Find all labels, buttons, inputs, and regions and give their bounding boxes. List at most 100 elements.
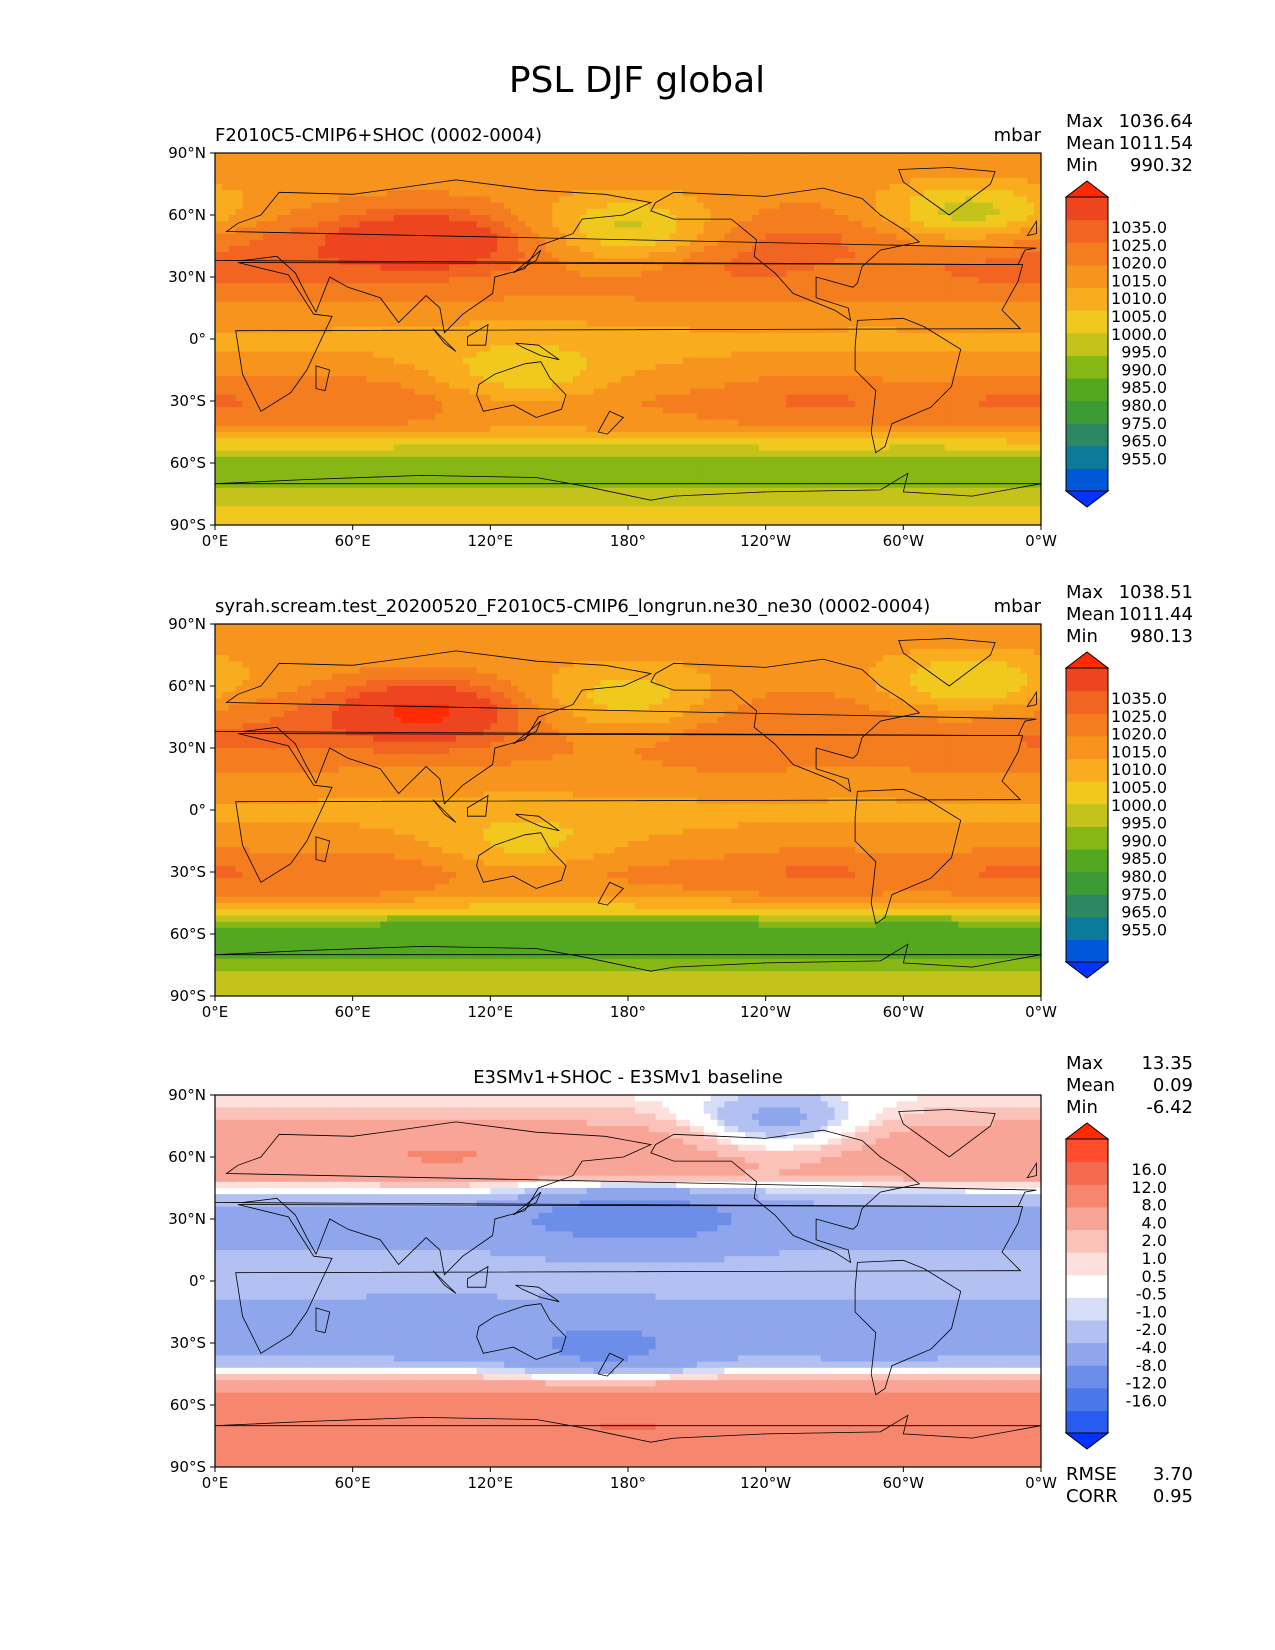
field-cell [951, 376, 959, 383]
field-cell [910, 159, 918, 166]
field-cell [332, 258, 340, 266]
field-cell [985, 289, 994, 297]
field-cell [387, 357, 395, 365]
field-cell [517, 289, 526, 297]
field-cell [304, 339, 312, 346]
field-cell [421, 301, 429, 309]
field-cell [1013, 227, 1021, 235]
field-cell [848, 301, 856, 309]
field-cell [972, 252, 980, 259]
field-cell [648, 339, 657, 346]
field-cell [311, 277, 319, 284]
field-cell [455, 289, 464, 297]
field-cell [676, 233, 684, 241]
field-cell [731, 233, 739, 241]
field-cell [875, 351, 884, 359]
field-cell [552, 332, 560, 340]
field-cell [373, 202, 381, 210]
field-cell [276, 332, 285, 340]
field-cell [889, 184, 898, 191]
field-cell [1006, 233, 1015, 241]
field-cell [476, 252, 485, 259]
field-cell [504, 301, 512, 309]
field-cell [545, 159, 553, 166]
field-cell [531, 270, 540, 278]
field-cell [834, 320, 842, 328]
field-cell [359, 388, 368, 396]
field-cell [848, 289, 856, 297]
field-cell [917, 184, 925, 191]
field-cell [552, 314, 560, 321]
field-cell [621, 208, 629, 216]
field-cell [820, 177, 829, 185]
field-cell [841, 239, 849, 247]
field-cell [951, 320, 959, 328]
field-cell [290, 153, 299, 160]
field-cell [290, 308, 299, 315]
field-cell [524, 196, 533, 204]
field-cell [992, 159, 1001, 166]
field-cell [648, 363, 657, 371]
field-cell [944, 177, 953, 185]
field-cell [765, 215, 774, 222]
field-cell [393, 190, 402, 197]
field-cell [944, 171, 953, 179]
field-cell [875, 153, 884, 160]
field-cell [696, 394, 705, 402]
field-cell [345, 376, 354, 383]
field-cell [607, 370, 615, 377]
field-cell [758, 394, 767, 402]
field-cell [455, 357, 464, 365]
field-cell [318, 388, 326, 396]
field-cell [965, 239, 973, 247]
field-cell [772, 233, 781, 241]
field-cell [524, 283, 533, 290]
field-cell [641, 382, 650, 390]
field-cell [958, 239, 966, 247]
field-cell [566, 394, 574, 402]
field-cell [373, 407, 381, 414]
field-cell [648, 401, 657, 408]
field-cell [497, 165, 505, 173]
field-cell [442, 233, 450, 241]
field-cell [751, 246, 760, 253]
field-cell [442, 301, 450, 309]
field-cell [345, 208, 354, 216]
field-cell [607, 165, 615, 173]
field-cell [827, 202, 836, 210]
field-cell [607, 407, 615, 414]
field-cell [593, 196, 602, 204]
field-cell [628, 221, 636, 228]
field-cell [538, 227, 546, 235]
field-cell [414, 401, 423, 408]
field-cell [1006, 190, 1015, 197]
field-cell [393, 177, 402, 185]
field-cell [806, 295, 815, 303]
field-cell [290, 283, 299, 290]
field-cell [242, 239, 251, 247]
field-cell [841, 153, 849, 160]
field-cell [800, 370, 808, 377]
field-cell [958, 289, 966, 297]
field-cell [958, 252, 966, 259]
field-cell [820, 283, 829, 290]
field-cell [332, 184, 340, 191]
field-cell [469, 208, 478, 216]
field-cell [655, 363, 664, 371]
field-cell [958, 270, 966, 278]
field-cell [510, 283, 519, 290]
field-cell [290, 246, 299, 253]
field-cell [903, 202, 911, 210]
field-cell [242, 177, 251, 185]
field-cell [669, 252, 677, 259]
field-cell [545, 357, 553, 365]
field-cell [228, 332, 237, 340]
field-cell [717, 401, 725, 408]
field-cell [793, 165, 801, 173]
field-cell [676, 382, 684, 390]
field-cell [221, 370, 230, 377]
field-cell [566, 202, 574, 210]
field-cell [855, 270, 863, 278]
field-cell [1013, 190, 1021, 197]
field-cell [572, 277, 581, 284]
